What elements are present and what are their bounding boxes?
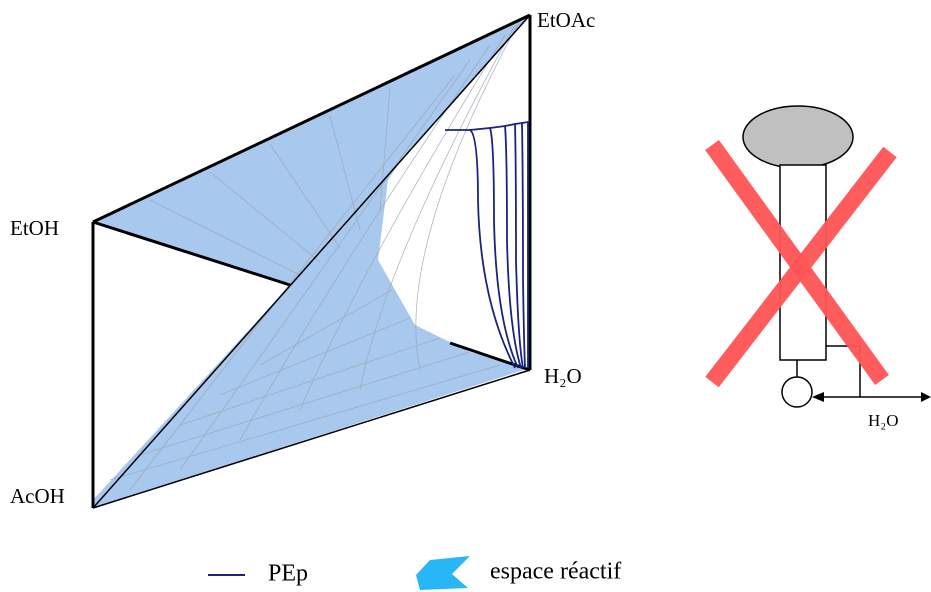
legend-label: espace réactif: [490, 559, 621, 585]
arrow-head: [921, 392, 931, 402]
legend-swatch: [416, 556, 470, 590]
pep-curves: [445, 120, 529, 369]
vertex-label: EtOAc: [537, 8, 595, 32]
reboiler: [781, 376, 813, 408]
edge: [92, 14, 531, 509]
vertex-label: AcOH: [10, 484, 65, 508]
vertex-label: EtOH: [10, 216, 59, 240]
upper-sheet: [93, 15, 530, 285]
column-diagram: H₂O: [705, 105, 931, 430]
edge: [92, 369, 531, 509]
condenser: [742, 105, 854, 169]
edge: [92, 13, 531, 224]
vertex-label: H₂O: [544, 364, 582, 388]
arrow-head: [812, 392, 824, 402]
surface-grid: [109, 19, 521, 491]
outlet-label: H₂O: [868, 411, 898, 430]
edge: [92, 220, 291, 287]
cross: [705, 146, 897, 388]
legend-label: PEp: [268, 561, 308, 587]
legend: PEp espace réactif: [208, 556, 621, 590]
